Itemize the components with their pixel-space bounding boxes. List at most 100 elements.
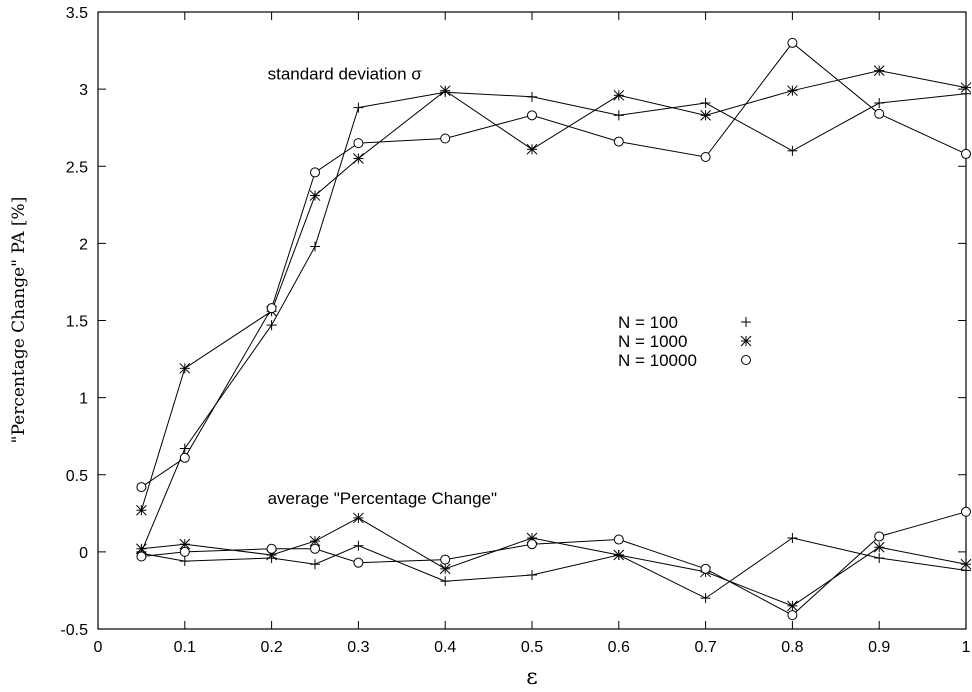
point-5-4 <box>353 557 364 568</box>
x-axis-label: ε <box>526 665 537 690</box>
point-1-7 <box>613 89 625 101</box>
point-1-6 <box>526 143 538 155</box>
series-line-4 <box>141 517 967 607</box>
point-3-8 <box>700 593 711 604</box>
point-3-5 <box>440 576 451 587</box>
point-5-10 <box>874 531 885 542</box>
point-1-3 <box>309 190 321 201</box>
point-3-1 <box>179 556 190 567</box>
point-1-4 <box>353 153 364 164</box>
y-tick-label-5: 2 <box>79 236 88 253</box>
axis-ticks: 0 0.1 0.2 0.3 0.4 0.5 0.6 0.7 0.8 0.9 1 -0.5 0 0.5 1 1.… <box>60 5 970 656</box>
series-line-2 <box>141 42 967 488</box>
point-0-7 <box>613 110 624 121</box>
point-1-8 <box>700 109 711 121</box>
point-0-9 <box>787 145 798 156</box>
point-0-4 <box>353 102 364 113</box>
y-tick-label-7: 3 <box>79 82 88 99</box>
legend-label-2: N = 10000 <box>618 351 697 370</box>
point-5-11 <box>961 506 971 517</box>
x-tick-label-5: 0.5 <box>521 639 543 656</box>
y-tick-label-2: 0.5 <box>66 468 88 485</box>
point-0-1 <box>179 443 190 454</box>
point-3-9 <box>787 532 798 543</box>
series-line-0 <box>140 91 967 553</box>
point-1-5 <box>439 85 451 97</box>
legend-marker-2 <box>741 355 751 365</box>
point-2-0 <box>136 482 147 493</box>
point-4-5 <box>439 563 451 575</box>
y-axis-label: "Percentage Change" PA [%] <box>9 197 29 444</box>
legend-marker-1 <box>740 335 752 347</box>
point-4-4 <box>353 512 364 524</box>
point-2-8 <box>700 151 711 162</box>
x-tick-label-10: 1 <box>962 639 971 656</box>
point-1-0 <box>136 504 147 516</box>
point-5-3 <box>310 543 320 554</box>
x-tick-label-8: 0.8 <box>781 639 803 656</box>
point-5-9 <box>787 610 798 621</box>
point-2-7 <box>613 136 624 147</box>
point-3-4 <box>353 540 364 551</box>
point-2-10 <box>874 108 885 119</box>
legend-marker-0 <box>741 317 751 327</box>
point-2-2 <box>266 303 277 314</box>
y-tick-label-3: 1 <box>79 391 88 408</box>
point-2-4 <box>353 138 364 149</box>
point-5-5 <box>440 554 451 565</box>
point-5-0 <box>136 551 147 562</box>
legend-label-1: N = 1000 <box>618 332 687 351</box>
series-markers <box>136 37 972 621</box>
x-tick-label-0: 0 <box>94 639 103 656</box>
y-tick-label-6: 2.5 <box>66 159 88 176</box>
point-4-11 <box>960 558 972 570</box>
point-2-3 <box>310 167 320 178</box>
series-line-1 <box>140 70 967 511</box>
y-tick-label-8: 3.5 <box>66 5 88 22</box>
x-tick-label-3: 0.3 <box>347 639 369 656</box>
point-0-8 <box>700 98 711 109</box>
point-0-10 <box>874 98 885 109</box>
point-0-2 <box>266 320 277 331</box>
point-5-6 <box>527 539 537 550</box>
point-3-3 <box>310 559 320 570</box>
point-1-9 <box>787 85 798 97</box>
y-tick-label-1: 0 <box>79 545 88 562</box>
series-line-3 <box>141 537 967 599</box>
x-tick-label-1: 0.1 <box>174 639 196 656</box>
point-5-2 <box>266 543 277 554</box>
series-line-5 <box>141 511 967 616</box>
point-1-1 <box>179 362 191 374</box>
x-tick-label-2: 0.2 <box>260 639 282 656</box>
annotations: standard deviation σ average "Percentage … <box>268 65 497 508</box>
point-4-10 <box>873 541 885 553</box>
x-tick-label-4: 0.4 <box>434 639 456 656</box>
point-4-9 <box>787 600 798 612</box>
point-1-10 <box>873 65 885 76</box>
annotation-0: standard deviation σ <box>268 65 423 84</box>
point-5-7 <box>613 534 624 545</box>
point-2-1 <box>179 452 190 463</box>
x-tick-label-9: 0.9 <box>868 639 890 656</box>
x-tick-label-7: 0.7 <box>694 639 716 656</box>
point-2-6 <box>527 110 537 121</box>
point-5-1 <box>179 546 190 557</box>
point-1-11 <box>960 82 972 93</box>
point-3-10 <box>874 553 885 564</box>
point-4-7 <box>613 549 625 561</box>
point-2-9 <box>787 37 798 48</box>
point-5-8 <box>700 563 711 574</box>
point-0-3 <box>310 241 320 252</box>
legend-label-0: N = 100 <box>618 313 678 332</box>
point-2-11 <box>961 148 971 159</box>
annotation-1: average "Percentage Change" <box>268 489 497 508</box>
series-lines <box>140 42 967 616</box>
y-tick-label-4: 1.5 <box>66 314 88 331</box>
point-2-5 <box>440 133 451 144</box>
point-0-6 <box>527 91 537 102</box>
point-3-6 <box>527 570 537 581</box>
x-tick-label-6: 0.6 <box>608 639 630 656</box>
y-tick-label-0: -0.5 <box>60 622 88 639</box>
